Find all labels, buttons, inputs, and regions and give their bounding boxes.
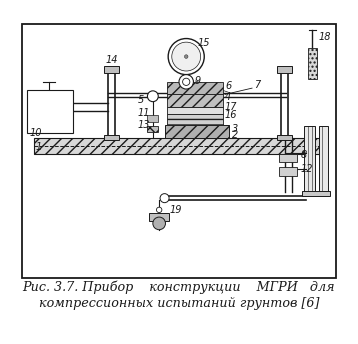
Circle shape xyxy=(179,75,193,89)
Text: Рис. 3.7. Прибор    конструкции    МГРИ   для: Рис. 3.7. Прибор конструкции МГРИ для xyxy=(23,281,335,294)
Text: 8: 8 xyxy=(301,150,307,160)
Bar xyxy=(165,125,229,138)
Bar xyxy=(279,168,297,175)
Text: 14: 14 xyxy=(106,55,118,65)
Text: 11: 11 xyxy=(137,108,150,118)
Circle shape xyxy=(147,91,158,102)
Bar xyxy=(34,138,320,154)
Bar xyxy=(167,107,223,114)
Text: 19: 19 xyxy=(169,205,182,215)
Text: 16: 16 xyxy=(225,110,237,120)
Bar xyxy=(26,90,73,133)
Text: 18: 18 xyxy=(319,32,331,42)
Bar xyxy=(319,126,328,194)
Text: 7: 7 xyxy=(254,80,260,90)
Bar xyxy=(147,115,158,121)
Bar xyxy=(308,47,317,79)
Circle shape xyxy=(183,78,190,85)
Text: 9: 9 xyxy=(194,76,200,86)
Bar xyxy=(304,126,315,194)
Circle shape xyxy=(156,207,162,213)
Text: 12: 12 xyxy=(301,164,313,174)
Text: 17: 17 xyxy=(225,102,237,112)
Text: 5: 5 xyxy=(137,96,144,106)
Bar xyxy=(147,126,158,132)
Text: 15: 15 xyxy=(198,38,211,48)
Circle shape xyxy=(172,42,200,71)
Text: 4: 4 xyxy=(225,92,231,102)
Bar xyxy=(149,214,169,221)
Text: компрессионных испытаний грунтов [6]: компрессионных испытаний грунтов [6] xyxy=(39,297,319,310)
Text: 3: 3 xyxy=(232,124,238,134)
Bar xyxy=(277,135,292,140)
Bar xyxy=(167,114,223,125)
Bar xyxy=(302,191,330,196)
Circle shape xyxy=(168,39,204,75)
Bar xyxy=(22,24,336,278)
Text: 6: 6 xyxy=(225,81,231,91)
Text: 13: 13 xyxy=(137,120,150,130)
Bar xyxy=(104,135,118,140)
Circle shape xyxy=(184,55,188,58)
Bar xyxy=(167,95,223,107)
Circle shape xyxy=(153,217,165,230)
Bar xyxy=(277,66,292,73)
Bar xyxy=(104,66,118,73)
Bar xyxy=(279,154,297,162)
Circle shape xyxy=(160,194,169,203)
Text: 2: 2 xyxy=(232,130,238,140)
Text: 1: 1 xyxy=(36,142,42,152)
Bar xyxy=(167,82,223,95)
Text: 10: 10 xyxy=(29,128,42,138)
